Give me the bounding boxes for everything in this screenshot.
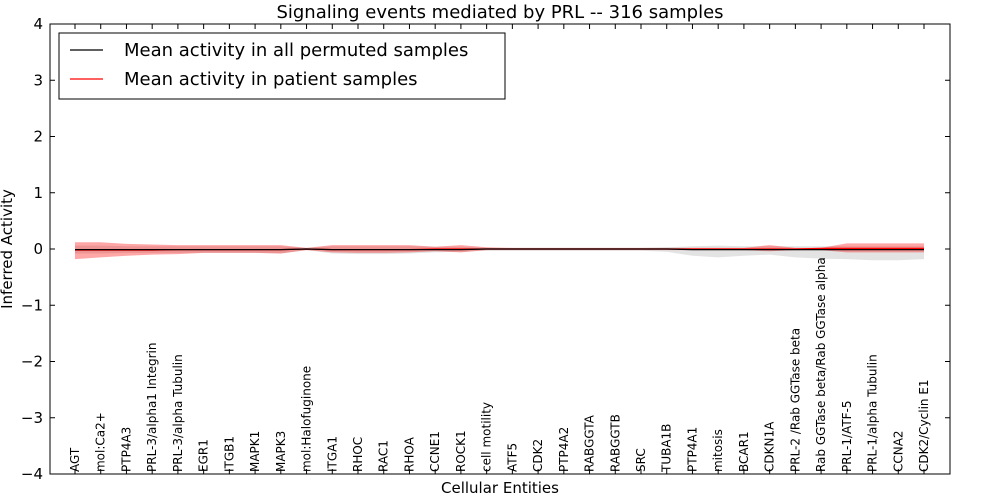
- y-tick-label: −2: [21, 353, 43, 371]
- series-line-0: [75, 248, 924, 251]
- y-tick-label: 3: [33, 71, 43, 89]
- x-category-label: BCAR1: [737, 431, 751, 472]
- x-category-label: ITGB1: [222, 436, 236, 472]
- x-category-label: CDK2: [531, 439, 545, 472]
- y-tick-label: 2: [33, 128, 43, 146]
- x-category-label: CCNA2: [891, 430, 905, 472]
- legend-box: [58, 32, 506, 100]
- x-category-label: RABGGTB: [608, 414, 622, 472]
- x-category-label: PRL-3/alpha1 Integrin: [145, 343, 159, 473]
- x-category-label: PTP4A3: [119, 427, 133, 472]
- x-category-label: mitosis: [711, 429, 725, 472]
- x-category-label: TUBA1B: [660, 424, 674, 473]
- legend-label-patient: Mean activity in patient samples: [124, 69, 418, 90]
- x-category-label: PRL-1/ATF-5: [840, 400, 854, 472]
- x-category-label: MAPK1: [248, 431, 262, 472]
- x-category-label: Rab GGTase beta/Rab GGTase alpha: [814, 257, 828, 472]
- y-tick-label: 1: [33, 184, 43, 202]
- x-axis-title: Cellular Entities: [441, 479, 559, 497]
- x-axis: AGT mol:Ca2+ PTP4A3 PRL-3/alpha1 Integrin PR…: [68, 24, 931, 474]
- x-category-label: PTP4A1: [685, 427, 699, 472]
- x-category-label: mol:Halofuginone: [300, 366, 314, 472]
- x-category-label: EGR1: [197, 439, 211, 472]
- y-axis-title: Inferred Activity: [0, 189, 16, 309]
- x-category-label: AGT: [68, 447, 82, 472]
- x-category-label: ATF5: [505, 443, 519, 472]
- y-tick-label: 0: [33, 240, 43, 258]
- x-category-label: cell motility: [480, 402, 494, 472]
- band-series-1: [75, 242, 924, 260]
- x-category-label: CDKN1A: [763, 421, 777, 472]
- legend-label-permuted: Mean activity in all permuted samples: [124, 40, 468, 61]
- chart-title: Signaling events mediated by PRL -- 316 …: [276, 2, 723, 23]
- x-category-label: ITGA1: [325, 436, 339, 472]
- x-category-label: RABGGTA: [583, 414, 597, 472]
- x-category-label: PRL-1/alpha Tubulin: [866, 354, 880, 472]
- x-category-label: CCNE1: [428, 431, 442, 472]
- x-category-label: RHOA: [402, 436, 416, 472]
- series-lines: [75, 247, 924, 251]
- y-tick-label: 4: [33, 15, 43, 33]
- x-category-label: RAC1: [377, 440, 391, 472]
- y-tick-label: −4: [21, 465, 43, 483]
- x-category-label: PTP4A2: [557, 427, 571, 472]
- y-axis: −4 −3 −2 −1 0 1 2 3 4: [21, 15, 950, 483]
- x-category-label: ROCK1: [454, 430, 468, 472]
- x-category-label: PRL-3/alpha Tubulin: [171, 354, 185, 472]
- y-tick-label: −3: [21, 409, 43, 427]
- x-category-label: CDK2/Cyclin E1: [917, 379, 931, 472]
- x-category-label: PRL-2 /Rab GGTase beta: [788, 328, 802, 472]
- legend: Mean activity in all permuted samples Me…: [58, 32, 506, 100]
- x-category-label: MAPK3: [274, 431, 288, 472]
- x-category-label: RHOC: [351, 437, 365, 472]
- y-tick-label: −1: [21, 296, 43, 314]
- x-category-label: mol:Ca2+: [94, 412, 108, 472]
- x-category-label: SRC: [634, 448, 648, 472]
